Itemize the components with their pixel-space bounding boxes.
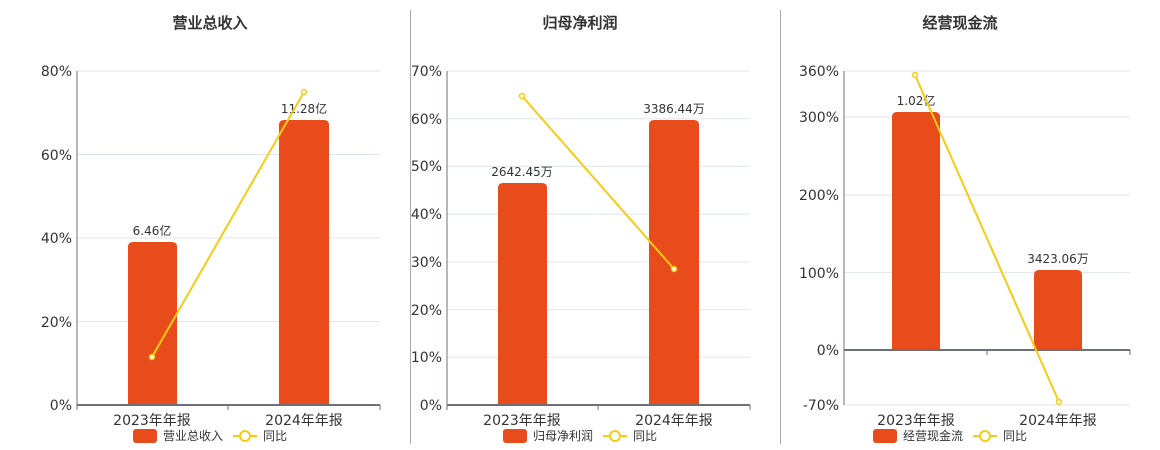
svg-text:0%: 0% [50, 398, 72, 414]
svg-text:30%: 30% [411, 255, 442, 271]
bar-label-2024: 3423.06万 [1027, 252, 1089, 266]
legend: 归母净利润 同比 [380, 427, 780, 444]
svg-text:20%: 20% [41, 315, 72, 331]
yoy-point-2023[interactable] [911, 71, 919, 79]
gridlines [77, 70, 380, 322]
svg-text:200%: 200% [799, 188, 839, 204]
x-label-2023: 2023年年报 [483, 413, 561, 429]
yoy-line [148, 88, 308, 361]
svg-text:300%: 300% [799, 110, 839, 126]
bar-label-2023: 6.46亿 [133, 223, 172, 238]
x-label-2024: 2024年年报 [265, 413, 343, 429]
x-label-2023: 2023年年报 [113, 413, 191, 429]
bar-2023[interactable] [498, 183, 547, 405]
gridlines [447, 70, 750, 358]
bar-2023[interactable] [128, 242, 177, 405]
chart-panel-revenue: 营业总收入 80% 60% 40% 20% 0% 6.46亿 11.28亿 [0, 0, 400, 450]
bar-2024[interactable] [1034, 270, 1082, 350]
y-ticks: 80% 60% 40% 20% 0% [41, 64, 72, 414]
legend: 经营现金流 同比 [740, 427, 1160, 444]
svg-text:70%: 70% [411, 64, 442, 80]
legend-bar-label[interactable]: 营业总收入 [162, 429, 223, 443]
chart-panel-operating-cashflow: 经营现金流 360% 300% 200% 100% 0% -70% 1.02亿 … [740, 0, 1160, 450]
legend-bar-swatch[interactable] [132, 428, 157, 443]
bar-label-2023: 2642.45万 [491, 165, 553, 179]
chart-revenue: 80% 60% 40% 20% 0% 6.46亿 11.28亿 2023年年报 … [41, 64, 381, 429]
legend-bar-swatch[interactable] [502, 428, 527, 443]
svg-text:20%: 20% [411, 303, 442, 319]
x-label-2024: 2024年年报 [1019, 413, 1097, 429]
bar-label-2023: 1.02亿 [897, 93, 936, 108]
legend-bar-label[interactable]: 归母净利润 [532, 429, 593, 443]
yoy-point-2024[interactable] [300, 88, 308, 96]
chart-title: 经营现金流 [922, 14, 998, 32]
svg-text:60%: 60% [41, 148, 72, 164]
bars [498, 120, 699, 405]
chart-panel-net-profit: 归母净利润 70% 60% 50% 40% 30% 20% 10% 0% 264… [370, 0, 770, 450]
svg-text:360%: 360% [799, 64, 839, 80]
chart-title: 归母净利润 [542, 14, 618, 32]
yoy-point-2023[interactable] [148, 353, 156, 361]
y-ticks: 360% 300% 200% 100% 0% -70% [799, 64, 839, 414]
y-ticks: 70% 60% 50% 40% 30% 20% 10% 0% [411, 64, 442, 414]
legend-line-swatch[interactable] [973, 429, 997, 443]
panel-divider [780, 10, 781, 444]
yoy-point-2023[interactable] [518, 92, 526, 100]
svg-text:-70%: -70% [803, 398, 839, 414]
chart-operating-cashflow: 360% 300% 200% 100% 0% -70% 1.02亿 3423.0… [799, 64, 1131, 429]
svg-text:60%: 60% [411, 112, 442, 128]
yoy-point-2024[interactable] [1055, 398, 1063, 406]
bar-2023[interactable] [892, 112, 940, 350]
bar-label-2024: 11.28亿 [281, 101, 327, 116]
chart-title: 营业总收入 [172, 14, 248, 32]
legend-line-label[interactable]: 同比 [1003, 429, 1028, 443]
svg-text:40%: 40% [41, 231, 72, 247]
panel-divider [410, 10, 411, 444]
legend-line-swatch[interactable] [233, 429, 257, 443]
bars [128, 120, 329, 405]
x-label-2023: 2023年年报 [877, 413, 955, 429]
gridlines [844, 70, 1130, 406]
legend-bar-label[interactable]: 经营现金流 [902, 429, 963, 443]
yoy-point-2024[interactable] [670, 265, 678, 273]
bar-2024[interactable] [279, 120, 329, 405]
legend-line-label[interactable]: 同比 [263, 429, 288, 443]
legend-bar-swatch[interactable] [872, 428, 897, 443]
svg-text:0%: 0% [817, 343, 839, 359]
legend-line-label[interactable]: 同比 [633, 429, 658, 443]
svg-text:10%: 10% [411, 350, 442, 366]
x-label-2024: 2024年年报 [635, 413, 713, 429]
svg-text:50%: 50% [411, 159, 442, 175]
legend: 营业总收入 同比 [10, 427, 410, 444]
legend-line-swatch[interactable] [603, 429, 627, 443]
svg-text:0%: 0% [420, 398, 442, 414]
yoy-line [518, 92, 678, 273]
yoy-line [911, 71, 1063, 406]
svg-text:40%: 40% [411, 207, 442, 223]
bar-2024[interactable] [649, 120, 699, 405]
chart-net-profit: 70% 60% 50% 40% 30% 20% 10% 0% 2642.45万 … [411, 64, 751, 429]
svg-text:100%: 100% [799, 266, 839, 282]
bars [892, 112, 1082, 350]
svg-text:80%: 80% [41, 64, 72, 80]
bar-label-2024: 3386.44万 [643, 102, 705, 116]
